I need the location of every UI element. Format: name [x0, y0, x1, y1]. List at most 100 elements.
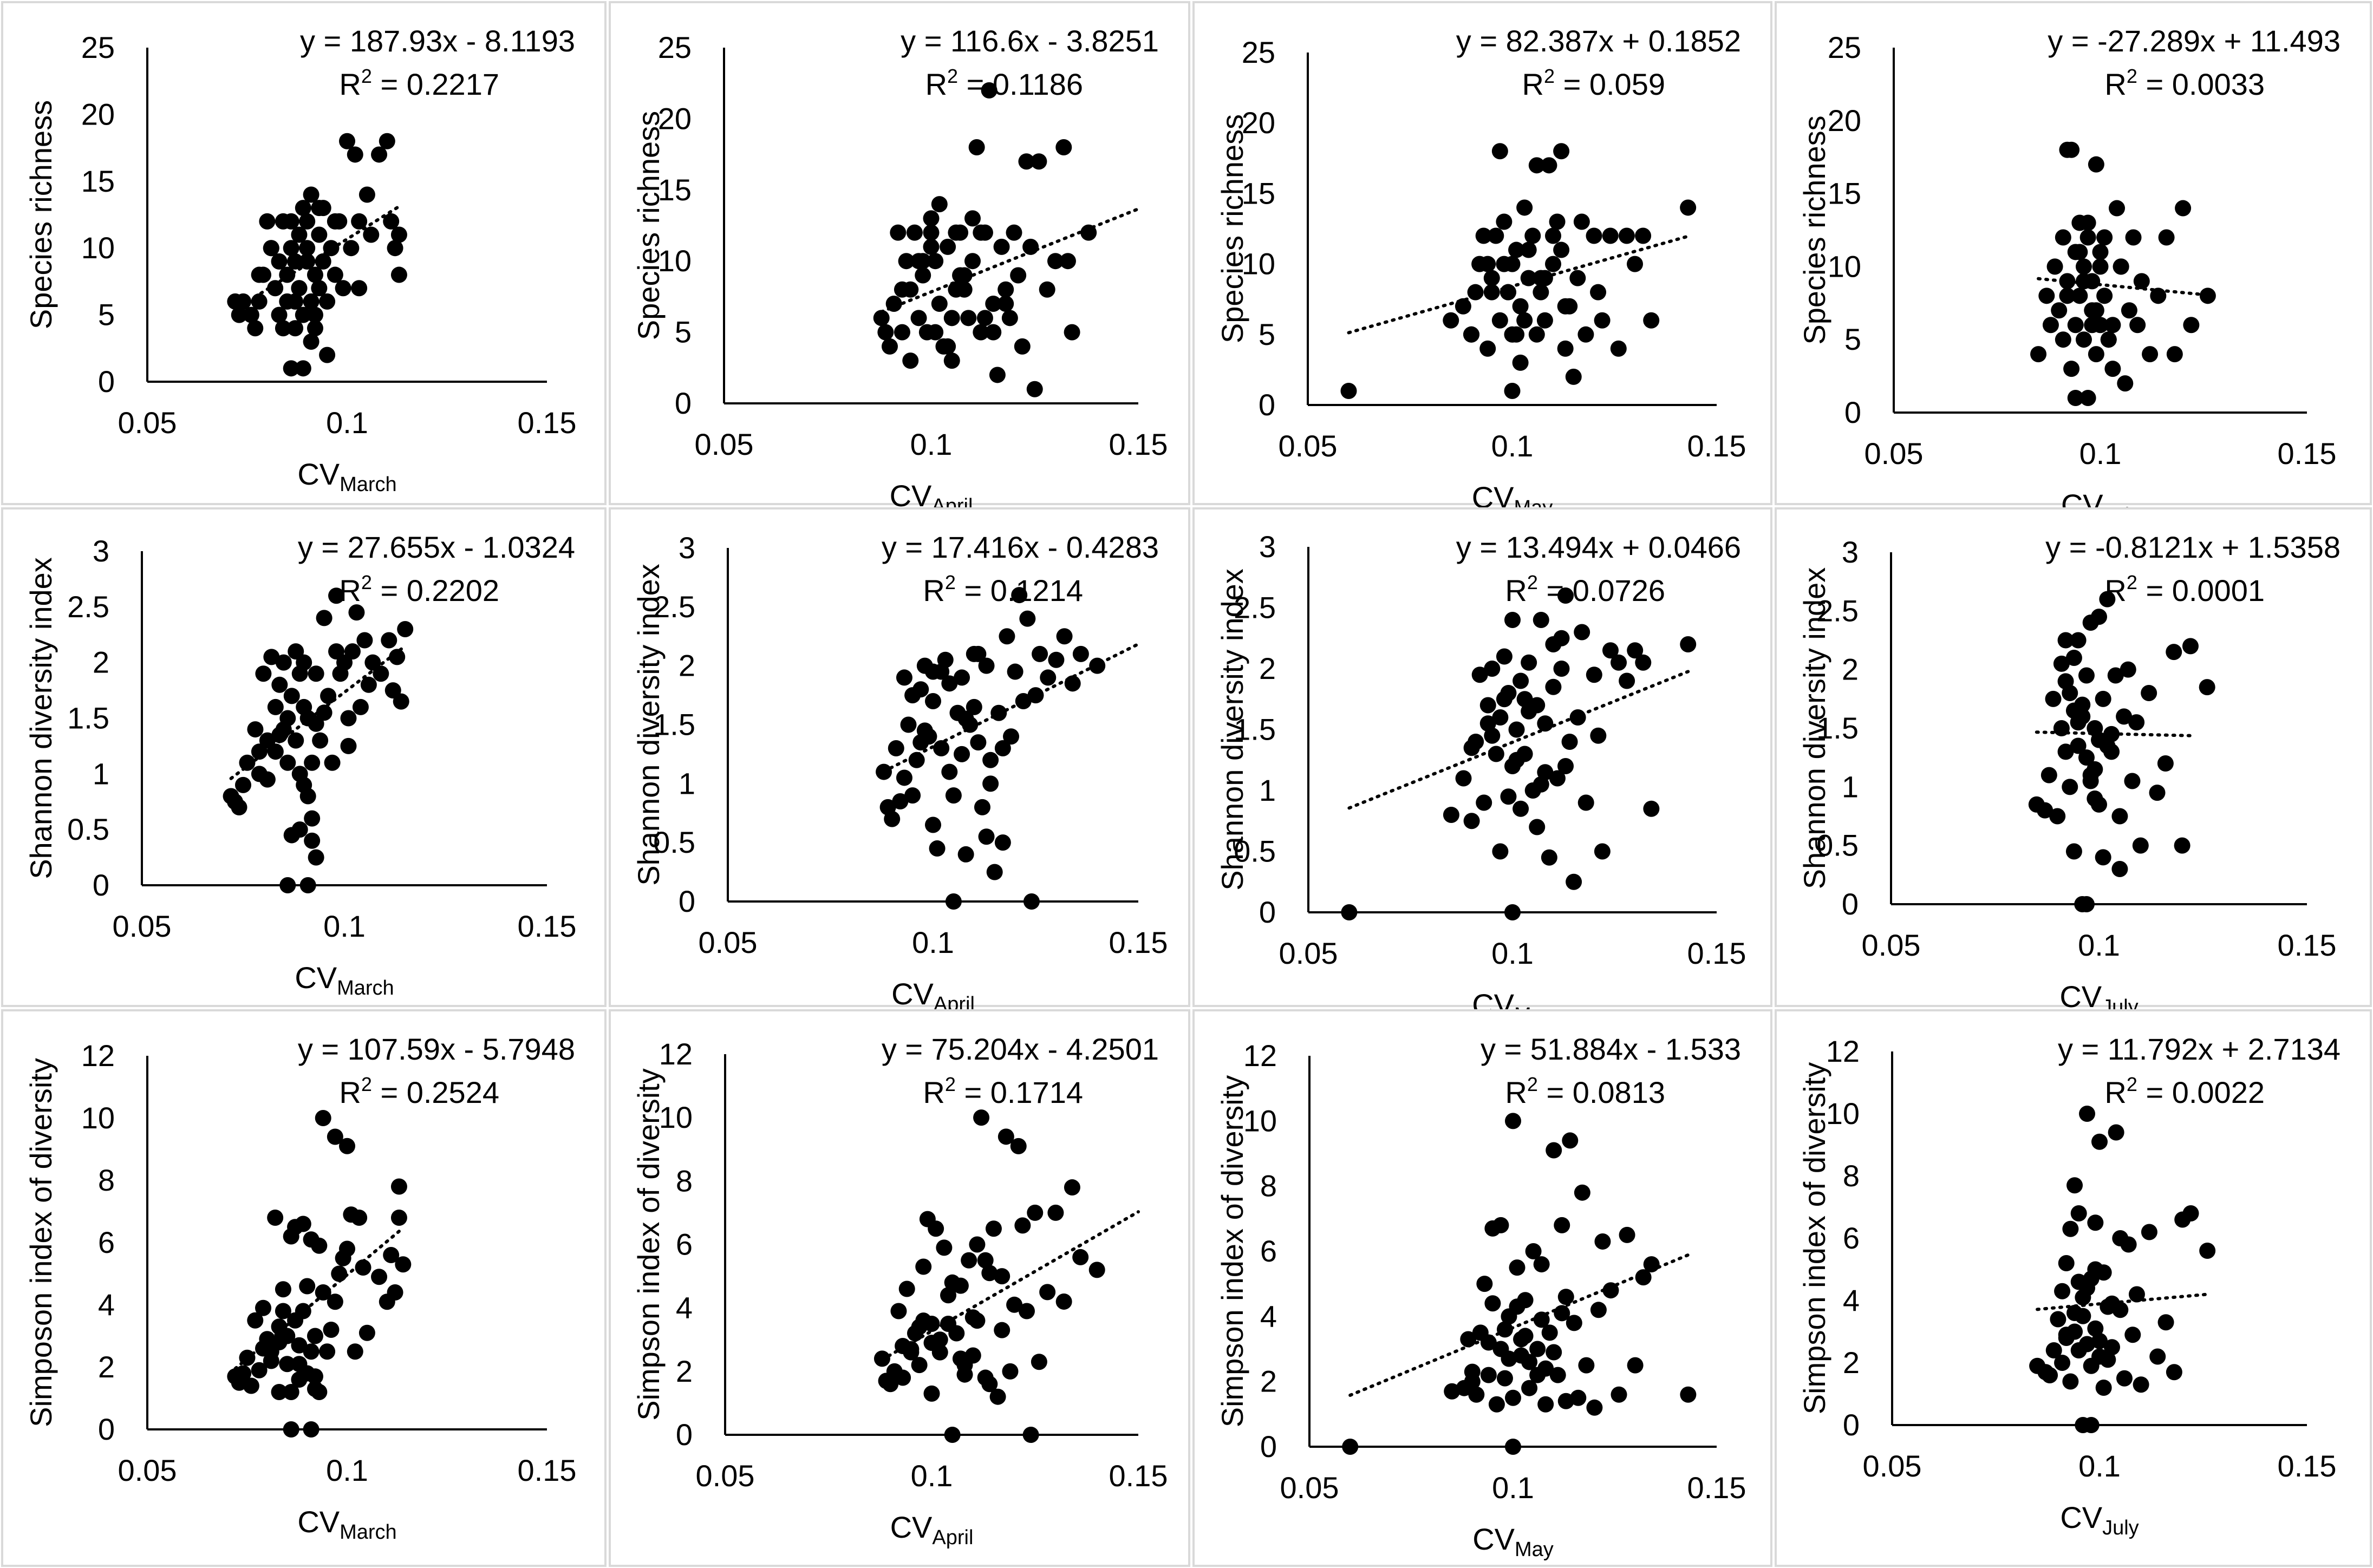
regression-equation: y = 107.59x - 5.7948: [298, 1032, 575, 1066]
data-point: [1566, 873, 1582, 890]
data-point: [1513, 672, 1529, 689]
panel-border: [1192, 507, 1772, 1007]
data-point: [1483, 270, 1500, 286]
data-point: [2053, 720, 2070, 736]
data-point: [2057, 632, 2074, 649]
data-point: [2075, 273, 2092, 290]
y-tick-label: 0: [98, 1412, 115, 1446]
data-point: [1508, 326, 1525, 343]
data-point: [1001, 310, 1018, 326]
data-point: [2038, 288, 2055, 304]
data-point: [882, 338, 898, 355]
data-point: [911, 1318, 928, 1335]
data-point: [395, 1256, 412, 1273]
r-squared-label: R2 = 0.0022: [2104, 1073, 2265, 1109]
data-point: [981, 1265, 998, 1282]
y-tick-label: 2: [93, 645, 109, 680]
data-point: [251, 1362, 268, 1378]
data-point: [259, 732, 276, 749]
r-squared-label: R2 = 0.0001: [2104, 571, 2265, 607]
data-point: [335, 280, 351, 297]
data-point: [2129, 317, 2146, 334]
data-point: [945, 893, 962, 910]
x-tick-label: 0.15: [518, 909, 577, 943]
data-point: [2120, 1236, 2137, 1253]
y-tick-label: 2.5: [1816, 593, 1859, 628]
y-tick-label: 20: [1242, 106, 1275, 140]
y-tick-label: 25: [1828, 30, 1861, 64]
data-point: [2174, 837, 2191, 854]
y-tick-label: 25: [81, 30, 115, 64]
data-point: [973, 324, 989, 341]
data-point: [231, 799, 247, 816]
data-point: [908, 752, 925, 768]
data-point: [271, 676, 288, 693]
data-point: [2091, 609, 2107, 625]
data-point: [1586, 1399, 1603, 1416]
r-squared-label: R2 = 0.2524: [339, 1073, 499, 1109]
data-point: [2088, 346, 2104, 363]
data-point: [964, 210, 981, 227]
data-point: [948, 224, 964, 241]
data-point: [2088, 156, 2104, 173]
y-tick-label: 20: [81, 97, 115, 131]
x-axis-title-main: CV: [890, 479, 932, 513]
data-point: [895, 1337, 911, 1354]
data-point: [1602, 227, 1619, 244]
data-point: [1512, 354, 1529, 371]
data-point: [1055, 1293, 1072, 1310]
data-point: [2079, 1336, 2096, 1353]
data-point: [1509, 1298, 1526, 1315]
regression-equation: y = 82.387x + 0.1852: [1456, 24, 1741, 58]
x-tick-label: 0.1: [326, 406, 368, 440]
data-point: [1455, 770, 1472, 787]
data-point: [271, 1318, 288, 1335]
y-tick-label: 1.5: [653, 708, 695, 742]
data-point: [283, 213, 299, 230]
y-tick-label: 20: [1828, 103, 1861, 138]
data-point: [327, 266, 343, 283]
data-point: [892, 793, 909, 809]
data-point: [2133, 273, 2150, 290]
r-squared-label: R2 = 0.2217: [339, 65, 499, 101]
data-point: [1010, 1138, 1027, 1154]
data-point: [895, 1369, 911, 1386]
chart-panel-11: 0 2 4 6 8 10 12 0.05 0.1 0.15 Simpson index of div…: [1192, 1009, 1772, 1567]
r-squared-value: = 0.059: [1555, 67, 1665, 101]
data-point: [985, 296, 1002, 312]
data-point: [1546, 1142, 1562, 1159]
y-tick-label: 1: [1259, 773, 1276, 807]
data-point: [1072, 1249, 1089, 1265]
data-point: [1010, 267, 1027, 284]
data-point: [994, 740, 1011, 757]
data-point: [1500, 284, 1516, 300]
data-point: [2182, 638, 2199, 655]
data-point: [347, 146, 363, 163]
x-tick-label: 0.15: [1109, 1459, 1168, 1493]
r-squared-value: = 0.1214: [956, 573, 1083, 607]
data-point: [303, 1421, 320, 1438]
data-point: [2092, 244, 2109, 260]
data-point: [1541, 1324, 1558, 1341]
r-squared-prefix: R: [339, 67, 361, 101]
data-point: [2057, 743, 2074, 760]
y-tick-label: 0: [98, 364, 115, 398]
data-point: [964, 253, 981, 270]
data-point: [2199, 288, 2216, 304]
data-point: [896, 669, 912, 686]
data-point: [1467, 284, 1484, 300]
r-squared-prefix: R: [2104, 67, 2126, 101]
x-tick-label: 0.05: [696, 1459, 755, 1493]
y-tick-label: 6: [1260, 1234, 1277, 1268]
data-point: [319, 293, 336, 310]
regression-equation: y = -27.289x + 11.493: [2048, 24, 2341, 58]
data-point: [1505, 1389, 1521, 1406]
data-point: [981, 82, 998, 99]
data-point: [2104, 361, 2121, 377]
data-point: [299, 240, 316, 257]
data-point: [1463, 326, 1479, 343]
data-point: [1088, 1262, 1105, 1278]
data-point: [295, 1303, 311, 1319]
data-point: [275, 654, 292, 671]
data-point: [340, 737, 357, 754]
